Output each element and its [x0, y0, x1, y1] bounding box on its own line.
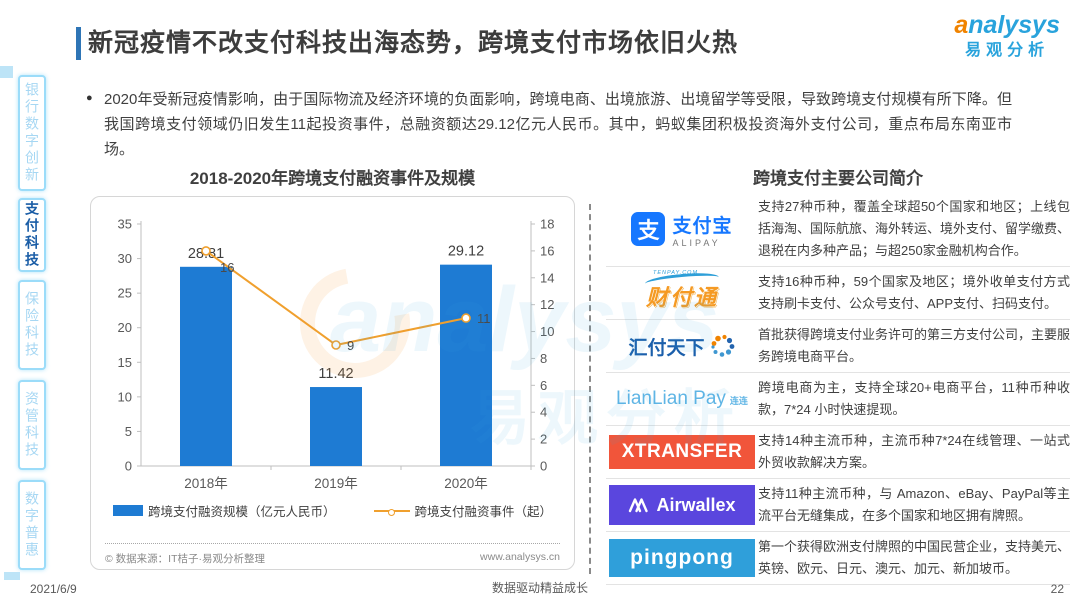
chart-source-row: © 数据来源：IT桔子·易观分析整理 www.analysys.cn	[105, 543, 560, 566]
company-description: 支持16种币种，59个国家及地区；境外收单支付方式支持刷卡支付、公众号支付、AP…	[758, 274, 1070, 311]
xtransfer-logo: XTRANSFER	[606, 435, 758, 469]
legend-bar-label: 跨境支付融资规模（亿元人民币）	[147, 505, 336, 519]
svg-text:10: 10	[540, 324, 554, 339]
company-description: 支持14种主流币种，主流币种7*24在线管理、一站式外贸收款解决方案。	[758, 433, 1070, 470]
svg-text:2019年: 2019年	[314, 476, 358, 491]
page-title: 新冠疫情不改支付科技出海态势，跨境支付市场依旧火热	[88, 29, 739, 57]
company-description: 跨境电商为主，支持全球20+电商平台，11种币种收款，7*24 小时快速提现。	[758, 380, 1070, 417]
company-row-alipay: 支 支付宝 ALIPAY 支持27种币种，覆盖全球超50个国家和地区；上线包括海…	[606, 192, 1070, 267]
legend-item-line: 跨境支付融资事件（起）	[373, 501, 553, 520]
svg-text:20: 20	[118, 320, 132, 335]
company-row-airwallex: Airwallex 支持11种主流币种，与 Amazon、eBay、PayPal…	[606, 479, 1070, 532]
companies-list: 支 支付宝 ALIPAY 支持27种币种，覆盖全球超50个国家和地区；上线包括海…	[606, 192, 1070, 585]
chart-legend: 跨境支付融资规模（亿元人民币） 跨境支付融资事件（起）	[91, 501, 574, 520]
company-description: 支持27种币种，覆盖全球超50个国家和地区；上线包括海淘、国际航旅、海外转运、境…	[758, 199, 1071, 258]
sidebar-item-digital-inclusion[interactable]: 数字普惠	[18, 480, 46, 570]
legend-line-marker-icon	[387, 508, 395, 516]
legend-item-bar: 跨境支付融资规模（亿元人民币）	[112, 501, 336, 520]
svg-text:8: 8	[540, 351, 547, 366]
brand-a-swoosh-icon: a	[954, 11, 969, 39]
company-row-huifu: 汇付天下 首批获得跨境支付业务许可的第三方支付公司，主要服务跨境电商平台。	[606, 320, 1070, 373]
svg-text:18: 18	[540, 217, 554, 232]
svg-text:9: 9	[347, 338, 354, 353]
alipay-logo: 支 支付宝 ALIPAY	[606, 211, 758, 248]
page-number: 22	[1050, 582, 1064, 596]
svg-text:11: 11	[477, 311, 491, 326]
svg-text:12: 12	[540, 297, 554, 312]
company-row-xtransfer: XTRANSFER 支持14种主流币种，主流币种7*24在线管理、一站式外贸收款…	[606, 426, 1070, 479]
svg-text:4: 4	[540, 405, 547, 420]
tenpay-logo: TENPAY.COM 财付通	[644, 270, 720, 310]
company-row-lianlian: LianLian Pay 连连 跨境电商为主，支持全球20+电商平台，11种币种…	[606, 373, 1070, 426]
company-row-tenpay: TENPAY.COM 财付通 支持16种币种，59个国家及地区；境外收单支付方式…	[606, 267, 1070, 320]
sidebar-item-insurance-tech[interactable]: 保险科技	[18, 280, 46, 370]
sidebar-item-asset-mgmt-tech[interactable]: 资管科技	[18, 380, 46, 470]
svg-text:16: 16	[220, 260, 234, 275]
svg-text:6: 6	[540, 378, 547, 393]
huifu-swirl-icon	[710, 334, 734, 357]
legend-bar-swatch-icon	[112, 505, 143, 516]
companies-panel-title: 跨境支付主要公司简介	[753, 169, 923, 188]
sidebar-item-bank-digital-innovation[interactable]: 银行数字创新	[18, 75, 46, 191]
svg-text:2: 2	[540, 432, 547, 447]
svg-text:29.12: 29.12	[448, 244, 484, 260]
svg-text:16: 16	[540, 243, 554, 258]
airwallex-peaks-icon	[629, 498, 649, 513]
footer-date: 2021/6/9	[30, 582, 77, 596]
svg-text:35: 35	[118, 217, 132, 232]
svg-text:11.42: 11.42	[318, 366, 353, 382]
alipay-square-icon: 支	[631, 212, 666, 246]
svg-text:15: 15	[118, 355, 132, 370]
svg-text:10: 10	[118, 389, 132, 404]
svg-text:25: 25	[118, 286, 132, 301]
legend-line-label: 跨境支付融资事件（起）	[414, 505, 553, 519]
title-accent-bar	[76, 27, 81, 60]
company-description: 支持11种主流币种，与 Amazon、eBay、PayPal等主流平台无缝集成，…	[758, 486, 1070, 523]
company-row-pingpong: pingpong 第一个获得欧洲支付牌照的中国民营企业，支持美元、英镑、欧元、日…	[606, 532, 1070, 585]
brand-wordmark: analysys	[954, 11, 1060, 39]
huifu-logo: 汇付天下	[606, 333, 758, 360]
sidebar-item-payment-tech[interactable]: 支付科技	[18, 198, 46, 272]
sidebar-bottom-decoration	[4, 572, 20, 580]
chart-website-link[interactable]: www.analysys.cn	[480, 551, 560, 563]
airwallex-logo: Airwallex	[606, 485, 758, 525]
legend-line-swatch-icon	[373, 508, 410, 516]
chart-card: 0 5 10 15 20 25 30 35 0 2 4 6 8 10 12 14 16 18 2018年 2019年 2…	[90, 196, 575, 570]
svg-text:2020年: 2020年	[444, 476, 488, 491]
brand-chinese-name: 易观分析	[965, 41, 1050, 59]
company-description: 首批获得跨境支付业务许可的第三方支付公司，主要服务跨境电商平台。	[758, 327, 1071, 364]
footer-slogan: 数据驱动精益成长	[491, 581, 588, 595]
bullet-marker: ●	[86, 92, 93, 104]
analysys-logo: analysys 易观分析	[954, 11, 1060, 59]
svg-text:0: 0	[125, 459, 132, 474]
svg-text:30: 30	[118, 251, 132, 266]
svg-text:2018年: 2018年	[184, 476, 228, 491]
chart-title: 2018-2020年跨境支付融资事件及规模	[189, 169, 476, 188]
svg-text:5: 5	[125, 424, 132, 439]
sidebar-top-decoration	[0, 66, 13, 78]
svg-text:0: 0	[540, 459, 547, 474]
summary-paragraph: 2020年受新冠疫情影响，由于国际物流及经济环境的负面影响，跨境电商、出境旅游、…	[104, 91, 1012, 158]
pingpong-logo: pingpong	[606, 539, 758, 577]
svg-text:14: 14	[540, 270, 554, 285]
section-divider	[589, 204, 591, 574]
lianlian-pay-logo: LianLian Pay 连连	[616, 388, 748, 409]
chart-source-note: © 数据来源：IT桔子·易观分析整理	[105, 553, 265, 565]
company-description: 第一个获得欧洲支付牌照的中国民营企业，支持美元、英镑、欧元、日元、澳元、加元、新…	[758, 539, 1071, 576]
